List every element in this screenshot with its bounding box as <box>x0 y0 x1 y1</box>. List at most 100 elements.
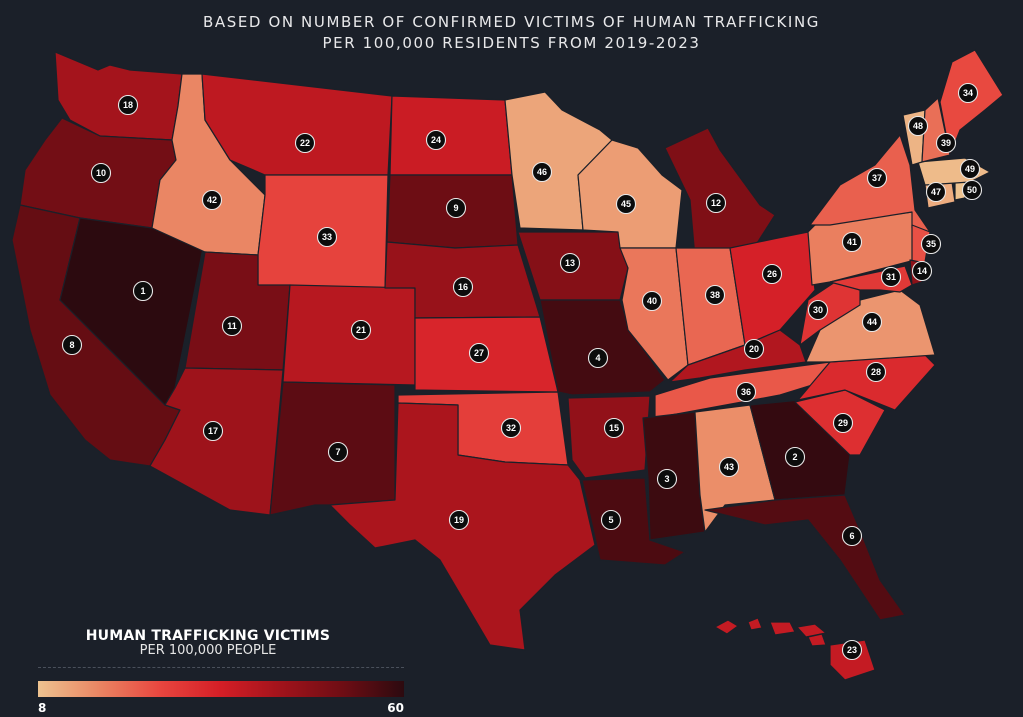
rank-marker-circle <box>587 347 609 369</box>
rank-label: 33 <box>322 232 332 242</box>
legend: HUMAN TRAFFICKING VICTIMS PER 100,000 PE… <box>38 628 404 715</box>
rank-label: 13 <box>565 258 575 268</box>
rank-marker-circle <box>468 342 490 364</box>
rank-marker-va: 44 <box>861 311 883 333</box>
rank-marker-circle <box>531 161 553 183</box>
rank-marker-hi: 23 <box>841 639 863 661</box>
rank-label: 29 <box>838 418 848 428</box>
rank-marker-circle <box>656 468 678 490</box>
rank-marker-circle <box>920 233 942 255</box>
rank-marker-circle <box>959 158 981 180</box>
state-wi <box>577 139 683 249</box>
rank-marker-il: 40 <box>641 290 663 312</box>
legend-scale-labels: 8 60 <box>38 701 404 715</box>
rank-marker-wv: 30 <box>807 299 829 321</box>
rank-marker-circle <box>559 252 581 274</box>
rank-label: 20 <box>749 344 759 354</box>
rank-label: 41 <box>847 237 857 247</box>
rank-label: 14 <box>917 266 927 276</box>
rank-marker-circle <box>350 319 372 341</box>
subtitle-line-2: PER 100,000 RESIDENTS FROM 2019-2023 <box>322 34 701 52</box>
hawaii-island-1 <box>714 619 739 635</box>
rank-markers: 1810814222331117217249162732194613415545… <box>61 82 983 661</box>
rank-label: 45 <box>621 199 631 209</box>
rank-marker-de: 14 <box>911 260 933 282</box>
rank-marker-la: 5 <box>600 509 622 531</box>
rank-label: 43 <box>724 462 734 472</box>
rank-marker-circle <box>448 509 470 531</box>
subtitle-line-1: BASED ON NUMBER OF CONFIRMED VICTIMS OF … <box>202 13 820 31</box>
rank-marker-nv: 1 <box>132 280 154 302</box>
rank-marker-ms: 3 <box>656 468 678 490</box>
rank-marker-circle <box>600 509 622 531</box>
rank-marker-circle <box>117 94 139 116</box>
rank-label: 27 <box>474 348 484 358</box>
rank-marker-ca: 8 <box>61 334 83 356</box>
rank-label: 39 <box>941 138 951 148</box>
rank-marker-ks: 27 <box>468 342 490 364</box>
rank-marker-circle <box>718 456 740 478</box>
rank-marker-circle <box>832 412 854 434</box>
rank-label: 11 <box>227 321 237 331</box>
rank-marker-circle <box>425 129 447 151</box>
rank-label: 49 <box>965 164 975 174</box>
rank-marker-al: 43 <box>718 456 740 478</box>
state-fl <box>704 494 906 621</box>
rank-marker-wy: 33 <box>316 226 338 248</box>
rank-marker-circle <box>641 290 663 312</box>
rank-marker-circle <box>202 420 224 442</box>
hawaii-island-2 <box>747 617 763 631</box>
rank-marker-me: 34 <box>957 82 979 104</box>
rank-marker-circle <box>615 193 637 215</box>
rank-marker-ne: 16 <box>452 276 474 298</box>
rank-marker-circle <box>880 266 902 288</box>
state-nd <box>389 95 513 176</box>
hawaii-island-4 <box>796 623 827 638</box>
state-shapes <box>11 49 1004 681</box>
rank-label: 31 <box>886 272 896 282</box>
rank-marker-nc: 28 <box>865 361 887 383</box>
rank-label: 36 <box>741 387 751 397</box>
rank-marker-circle <box>90 162 112 184</box>
rank-marker-ky: 20 <box>743 338 765 360</box>
legend-color-scale <box>38 681 404 697</box>
rank-label: 35 <box>926 239 936 249</box>
rank-marker-nj: 35 <box>920 233 942 255</box>
rank-marker-mi: 12 <box>705 192 727 214</box>
state-mt <box>201 73 393 176</box>
rank-marker-sd: 9 <box>445 197 467 219</box>
map-subtitle: BASED ON NUMBER OF CONFIRMED VICTIMS OF … <box>0 12 1023 54</box>
rank-label: 42 <box>207 195 217 205</box>
rank-label: 50 <box>967 185 977 195</box>
rank-marker-circle <box>761 263 783 285</box>
rank-label: 10 <box>96 168 106 178</box>
rank-label: 30 <box>813 305 823 315</box>
rank-label: 3 <box>664 474 669 484</box>
rank-marker-ma: 49 <box>959 158 981 180</box>
rank-marker-circle <box>201 189 223 211</box>
rank-marker-wi: 45 <box>615 193 637 215</box>
rank-label: 44 <box>867 317 877 327</box>
rank-marker-circle <box>743 338 765 360</box>
rank-label: 34 <box>963 88 973 98</box>
rank-marker-az: 17 <box>202 420 224 442</box>
rank-label: 6 <box>849 531 854 541</box>
rank-label: 38 <box>710 290 720 300</box>
rank-marker-circle <box>316 226 338 248</box>
legend-subtitle: PER 100,000 PEOPLE <box>139 643 277 658</box>
rank-label: 22 <box>300 138 310 148</box>
rank-marker-circle <box>132 280 154 302</box>
rank-marker-nm: 7 <box>327 441 349 463</box>
rank-label: 18 <box>123 100 133 110</box>
rank-marker-circle <box>445 197 467 219</box>
rank-marker-wa: 18 <box>117 94 139 116</box>
rank-marker-ia: 13 <box>559 252 581 274</box>
state-oh <box>729 231 816 346</box>
rank-label: 16 <box>458 282 468 292</box>
rank-label: 9 <box>453 203 458 213</box>
rank-label: 17 <box>208 426 218 436</box>
rank-label: 46 <box>537 167 547 177</box>
rank-label: 37 <box>872 173 882 183</box>
rank-marker-ri: 50 <box>961 179 983 201</box>
rank-label: 7 <box>335 447 340 457</box>
